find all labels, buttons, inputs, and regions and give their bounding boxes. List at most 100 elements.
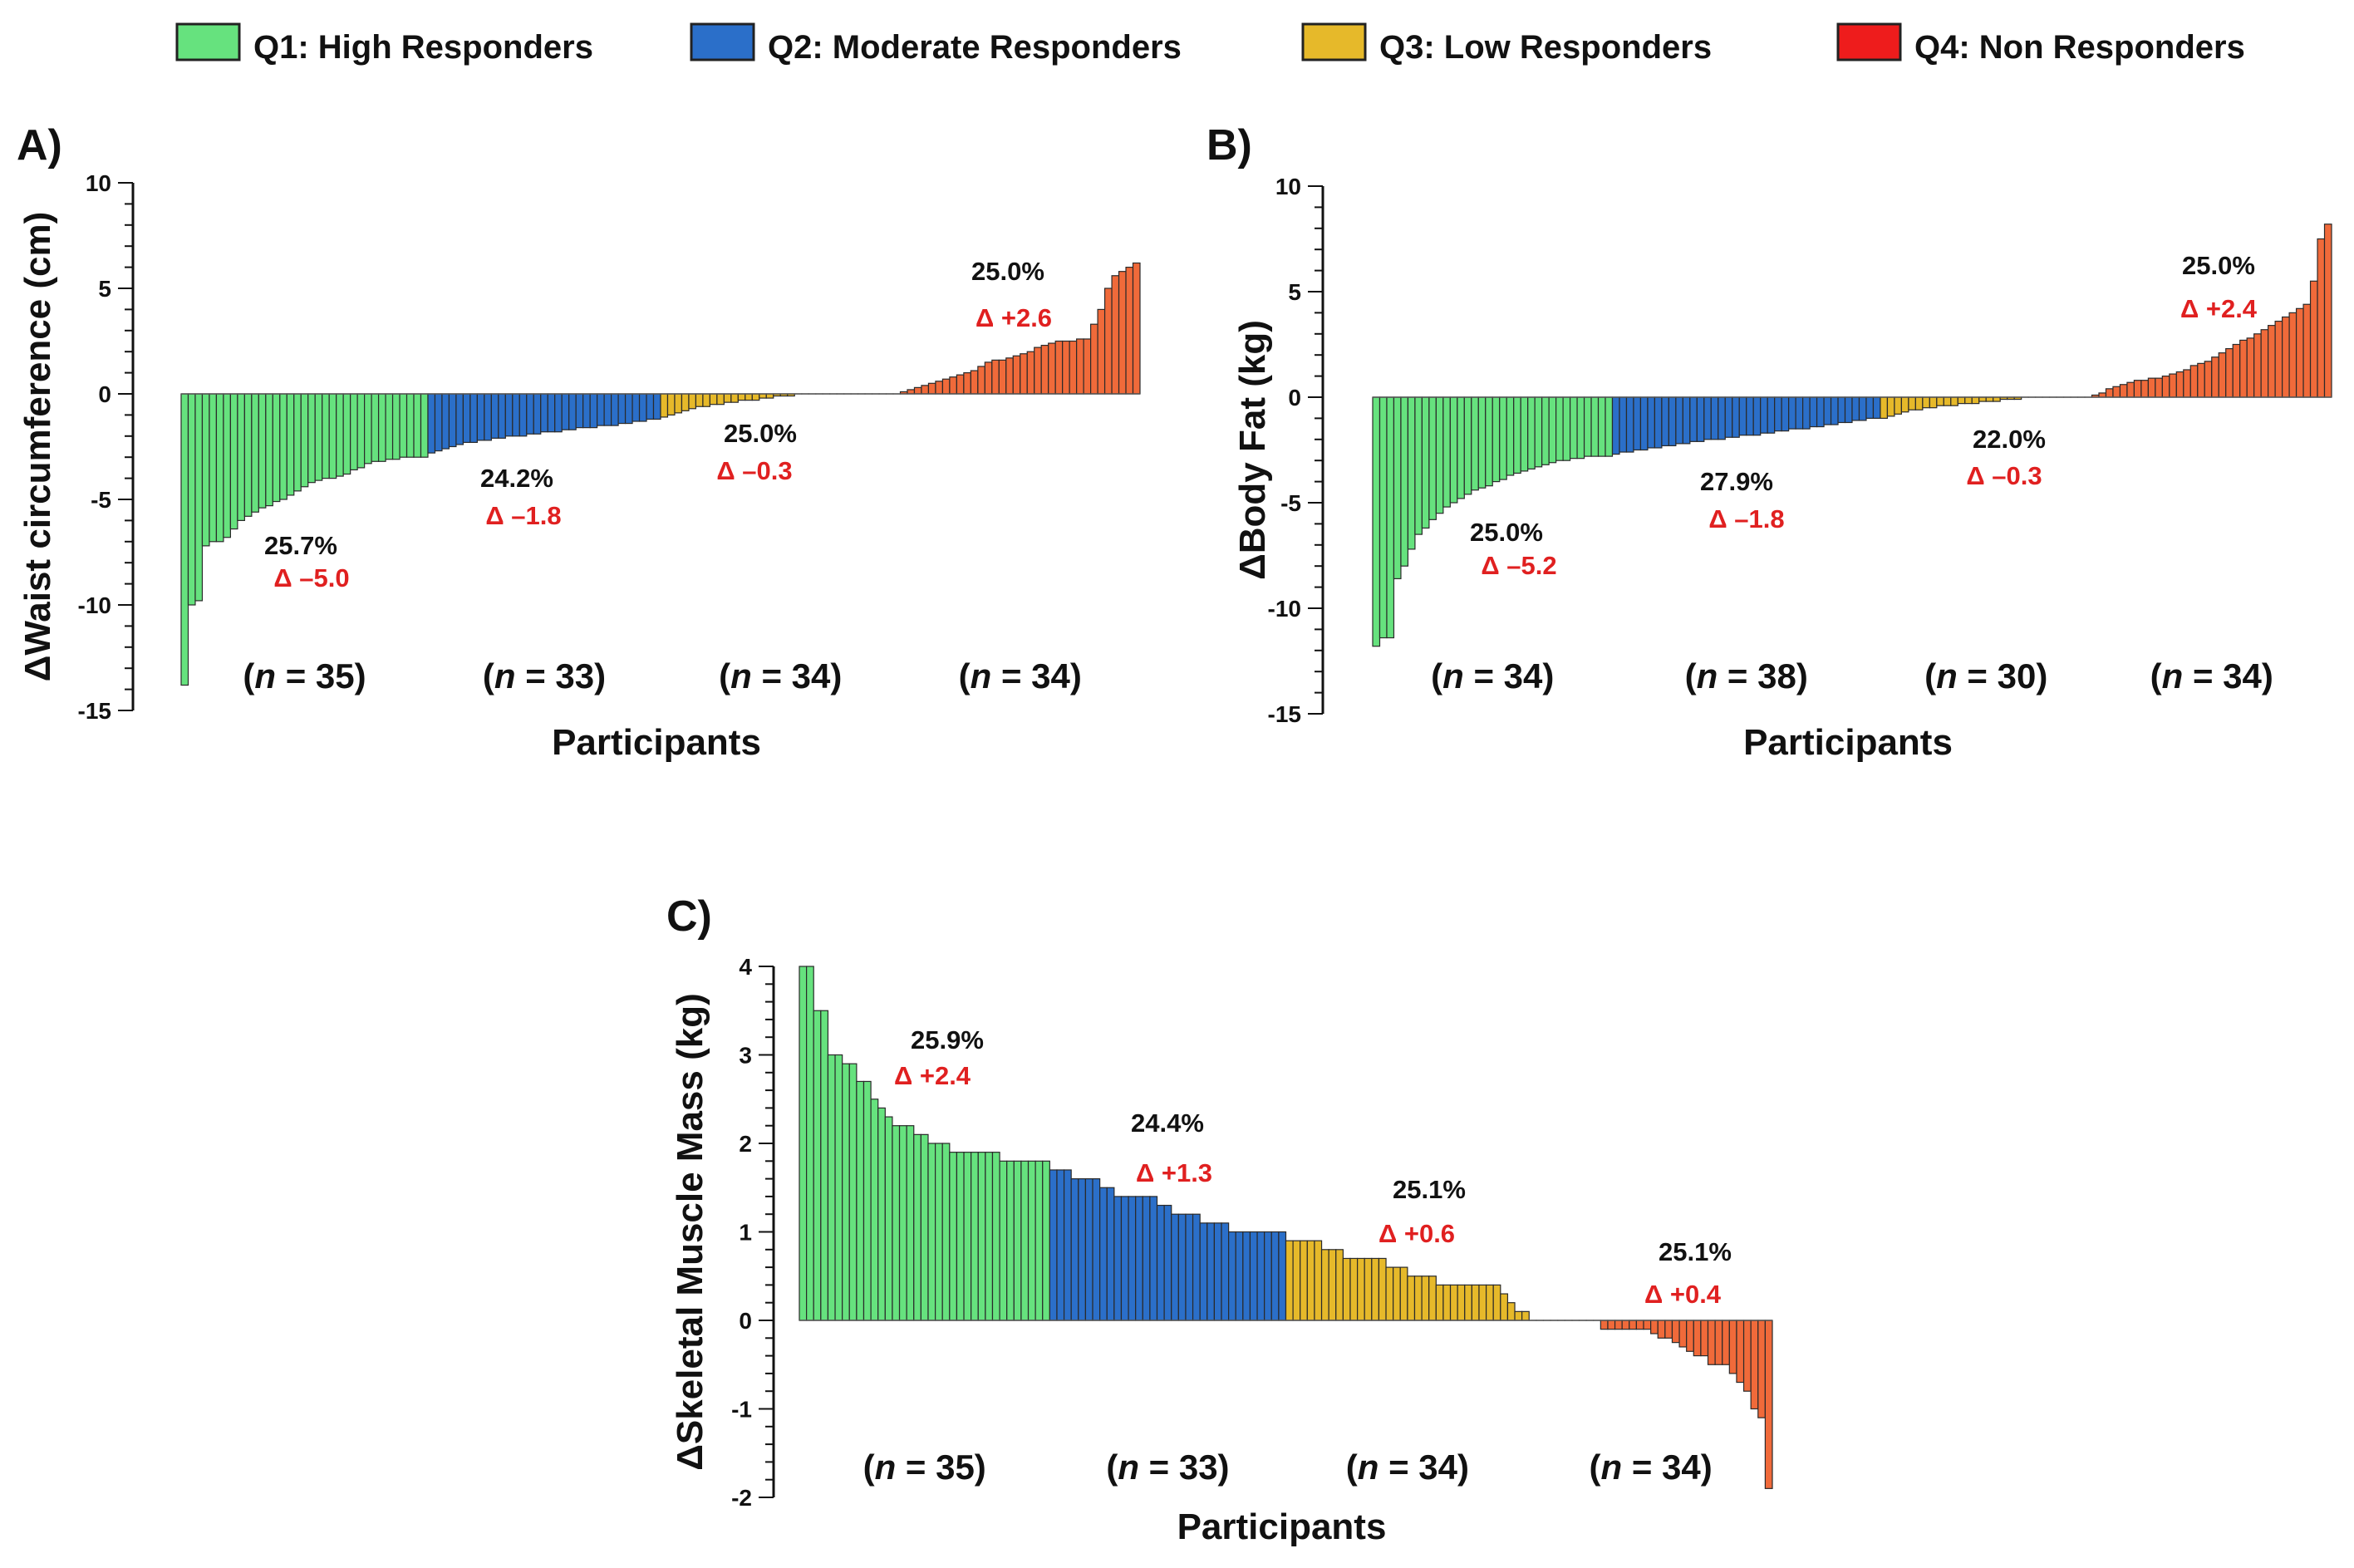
panel-c-bar <box>862 1080 872 1321</box>
panel-c-x-axis-label: Participants <box>1177 1507 1387 1547</box>
panel-c-bar <box>1635 1320 1644 1330</box>
panel-b-bar <box>1922 396 1930 409</box>
panel-b-bar <box>1703 396 1712 440</box>
panel-b-bar <box>2189 365 2199 398</box>
panel-a-bar <box>638 393 647 422</box>
panel-b-bar <box>1492 396 1501 483</box>
panel-b-bar <box>1513 396 1521 474</box>
panel-b-bar <box>1541 396 1550 465</box>
panel-c-bar <box>1393 1266 1401 1321</box>
panel-b-group-4-n: (n = 34) <box>2150 656 2273 696</box>
panel-b-bar <box>1576 396 1585 460</box>
panel-b-bar <box>2274 320 2283 398</box>
panel-b-bar <box>2323 224 2332 398</box>
panel-b-x-axis-label: Participants <box>1743 722 1953 763</box>
legend-label-1: Q1: High Responders <box>253 29 593 66</box>
panel-a-group-1-percent: 25.7% <box>264 531 337 560</box>
panel-c-bar <box>1142 1196 1151 1321</box>
panel-a-bar <box>949 376 957 395</box>
panel-a-bar <box>907 389 916 395</box>
panel-a-y-axis-label: ΔWaist circumference (cm) <box>17 212 58 682</box>
panel-a-bar <box>688 393 697 410</box>
panel-b-tick-label: -5 <box>1280 490 1301 516</box>
panel-a-bar <box>420 393 429 458</box>
panel-b-group-2-percent: 27.9% <box>1700 467 1773 496</box>
panel-a-bar <box>554 393 563 433</box>
panel-a-tick-label: -15 <box>78 698 111 724</box>
panel-c-group-1-percent: 25.9% <box>911 1025 984 1054</box>
panel-a-bar <box>575 393 584 429</box>
panel-a-bar <box>927 382 936 395</box>
panel-c-bar <box>1314 1240 1323 1321</box>
panel-c-bar <box>1070 1177 1079 1321</box>
panel-b-bar <box>2119 384 2128 398</box>
panel-c-bar <box>1757 1320 1766 1418</box>
panel-b-bar <box>1400 396 1409 567</box>
panel-a-bar <box>209 393 218 543</box>
panel-b-bar <box>1993 396 2001 402</box>
panel-c-label: C) <box>666 892 712 941</box>
panel-a-bar <box>356 393 366 469</box>
panel-a-tick-label: 0 <box>98 381 111 407</box>
panel-c-bar <box>1135 1196 1143 1321</box>
panel-b-bar <box>1781 396 1790 432</box>
panel-a-group-2-delta: Δ –1.8 <box>485 501 561 530</box>
panel-c-group-1-n: (n = 35) <box>863 1448 986 1487</box>
panel-c-bar <box>1106 1187 1115 1321</box>
panel-c-group-2-percent: 24.4% <box>1131 1108 1204 1138</box>
panel-b-bar <box>1978 396 1987 402</box>
panel-a-bar <box>265 393 273 507</box>
panel-b-bar <box>1520 396 1529 472</box>
panel-b-tick-label: 5 <box>1288 279 1301 305</box>
panel-a-bar <box>1103 288 1113 395</box>
panel-b-bar <box>1957 396 1966 405</box>
panel-c-bar <box>1149 1196 1158 1321</box>
panel-b-bar <box>1830 396 1839 425</box>
panel-c-bar <box>941 1143 951 1321</box>
panel-a-bar <box>1076 338 1084 395</box>
panel-b-bar <box>1837 396 1846 424</box>
panel-a-bar <box>984 361 993 395</box>
panel-b-bar <box>1654 396 1663 449</box>
panel-b-bar <box>1562 396 1571 461</box>
panel-b-bar <box>1485 396 1493 487</box>
panel-b-bar <box>1738 396 1747 436</box>
panel-b-bar <box>1625 396 1634 453</box>
panel-b-tick-label: 0 <box>1288 385 1301 410</box>
panel-a-bar <box>1089 323 1098 395</box>
panel-c-bar <box>1177 1213 1187 1321</box>
panel-a-bar <box>674 393 683 414</box>
panel-c-group-3-percent: 25.1% <box>1393 1175 1466 1204</box>
panel-c-bar <box>799 966 808 1321</box>
panel-c-bar <box>1342 1257 1351 1321</box>
panel-c-bar <box>1700 1320 1709 1357</box>
panel-b-bar <box>2211 356 2219 398</box>
panel-c-bar <box>1707 1320 1716 1365</box>
panel-b-bar <box>1914 396 1924 410</box>
panel-c-bar <box>977 1152 986 1321</box>
panel-a-bar <box>336 393 344 477</box>
panel-b-bar <box>1597 396 1606 457</box>
panel-a-bar <box>1048 342 1056 395</box>
panel-a-bar <box>413 393 422 458</box>
panel-c-group-4-delta: Δ +0.4 <box>1644 1280 1722 1309</box>
panel-a-bar <box>998 359 1007 395</box>
panel-b-bar <box>1457 396 1465 499</box>
panel-c-bar <box>1671 1320 1680 1344</box>
panel-b-bar <box>1378 396 1388 639</box>
panel-b-bar <box>2197 362 2205 398</box>
panel-c-bar <box>1500 1293 1509 1321</box>
panel-a-bar <box>582 393 591 429</box>
panel-a-bar <box>434 393 443 452</box>
panel-a-bar <box>237 393 245 521</box>
panel-a-bar <box>1111 275 1120 395</box>
panel-b-bar <box>1732 396 1740 438</box>
panel-a-bar <box>286 393 295 496</box>
panel-c-skeletal-muscle-chart: C) 4 3 2 1 0 -1 -2 ΔSkeletal Muscle Mass (kg) 25.… <box>666 892 1773 1547</box>
panel-b-bar <box>2268 325 2276 398</box>
panel-a-bar <box>610 393 619 426</box>
panel-a-bar <box>223 393 232 538</box>
panel-a-bar <box>652 393 661 420</box>
panel-c-bar <box>1686 1320 1694 1352</box>
panel-c-bar <box>1349 1257 1359 1321</box>
